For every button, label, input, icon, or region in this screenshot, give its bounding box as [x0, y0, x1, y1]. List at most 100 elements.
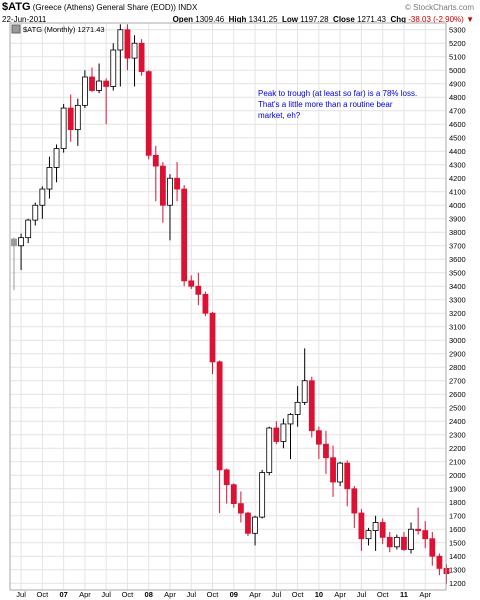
candle-body: [39, 188, 46, 206]
candle: [315, 426, 322, 460]
candle-body: [436, 555, 443, 569]
candle-body: [351, 488, 358, 514]
candle: [124, 24, 131, 71]
candle-body: [245, 512, 251, 534]
candle: [39, 186, 46, 219]
open-label: Open: [172, 15, 194, 24]
y-tick-label: 5100: [449, 52, 466, 61]
y-tick-label: 1400: [449, 552, 466, 561]
y-tick-label: 4800: [449, 93, 466, 102]
candle: [337, 461, 344, 487]
y-tick-label: 1700: [449, 511, 466, 520]
candle: [195, 272, 202, 306]
exchange: INDX: [178, 3, 198, 12]
y-tick-label: 2400: [449, 417, 466, 426]
close-label: Close: [333, 15, 355, 24]
candle: [60, 104, 67, 153]
y-tick-label: 3600: [449, 255, 466, 264]
candle: [110, 43, 117, 91]
y-tick-label: 4600: [449, 120, 466, 129]
y-tick-label: 2500: [449, 403, 466, 412]
y-tick-label: 1900: [449, 484, 466, 493]
candle-body: [216, 361, 223, 471]
x-tick-label: Oct: [122, 590, 135, 599]
candle-body: [74, 104, 81, 131]
y-tick-label: 3100: [449, 322, 466, 331]
y-tick-label: 3700: [449, 241, 466, 250]
candle: [82, 70, 88, 109]
candle: [53, 144, 60, 183]
y-tick-label: 2300: [449, 430, 466, 439]
candle-body: [124, 29, 131, 59]
plot-frame: [9, 22, 447, 591]
candle: [237, 491, 244, 523]
high-label: High: [228, 15, 247, 24]
candle: [209, 311, 216, 374]
candle-body: [181, 188, 188, 282]
candle: [181, 185, 188, 287]
candle-body: [393, 536, 400, 548]
y-tick-label: 1500: [449, 538, 466, 547]
y-tick-label: 5200: [449, 39, 466, 48]
candle: [188, 275, 195, 289]
candle: [323, 430, 329, 474]
y-tick-label: 5000: [449, 66, 466, 75]
ohlc-row: Open 1309.46 High 1341.25 Low 1197.28 Cl…: [173, 15, 474, 24]
candle-body: [152, 154, 159, 167]
x-tick-label: Apr: [164, 590, 176, 599]
candle: [393, 534, 400, 550]
candle: [401, 531, 407, 551]
candle-body: [266, 427, 273, 473]
candle: [96, 63, 102, 94]
y-tick-label: 3900: [449, 214, 466, 223]
y-tick-label: 4000: [449, 201, 466, 210]
candle: [11, 237, 17, 291]
candle-body: [252, 516, 258, 534]
candle: [372, 515, 379, 551]
candle: [266, 426, 273, 476]
x-tick-label: Oct: [37, 590, 50, 599]
low-label: Low: [282, 15, 299, 24]
candle-body: [237, 503, 244, 514]
candle-body: [386, 536, 393, 548]
candle-body: [330, 457, 336, 483]
candle-body: [358, 512, 365, 540]
candle: [216, 360, 223, 514]
candle: [223, 468, 230, 504]
y-tick-label: 1600: [449, 525, 466, 534]
y-tick-label: 2900: [449, 349, 466, 358]
annotation-line-1: Peak to trough (at least so far) is a 78…: [258, 89, 417, 98]
x-tick-label: Oct: [207, 590, 220, 599]
candle: [103, 78, 110, 125]
y-tick-label: 3300: [449, 295, 466, 304]
candle-body: [96, 80, 102, 91]
open-value: 1309.46: [195, 15, 225, 24]
candle-body: [188, 280, 195, 287]
candle-body: [294, 401, 301, 415]
candle-body: [11, 238, 17, 247]
y-tick-label: 1200: [449, 579, 466, 588]
x-tick-label: Apr: [334, 590, 346, 599]
low-value: 1197.28: [300, 15, 329, 24]
y-tick-label: 4100: [449, 187, 466, 196]
chg-label: Chg: [390, 15, 407, 24]
candle: [167, 174, 173, 241]
candle: [74, 98, 81, 146]
candle-body: [89, 76, 95, 91]
candle-body: [408, 528, 414, 550]
y-tick-label: 2600: [449, 390, 466, 399]
candle-body: [308, 380, 315, 432]
candle-body: [372, 522, 379, 532]
candle: [174, 162, 180, 202]
candle-body: [18, 237, 24, 247]
candle-body: [131, 42, 138, 59]
x-tick-label: 09: [230, 590, 238, 599]
grid-lines: [10, 23, 446, 590]
candle: [386, 531, 393, 553]
candle: [131, 35, 138, 87]
candle-body: [25, 219, 32, 239]
candle: [422, 521, 429, 549]
candle-body: [273, 427, 280, 442]
candle: [344, 460, 351, 507]
x-tick-label: Jul: [272, 590, 282, 599]
